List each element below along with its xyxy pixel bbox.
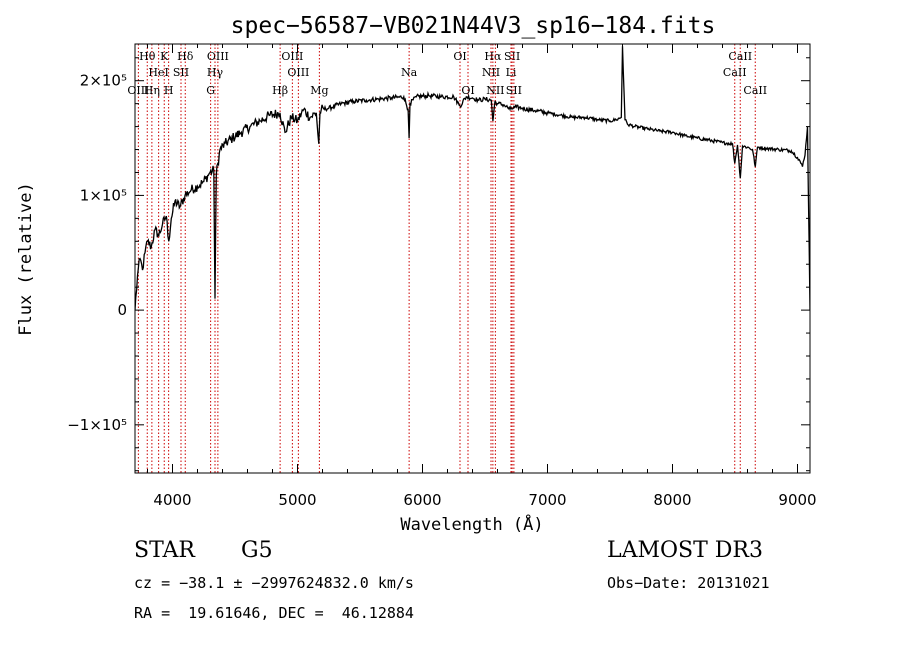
y-axis-label: Flux (relative) <box>16 182 36 336</box>
line-marker-label-7: Hδ <box>177 50 194 63</box>
x-tick-label-0: 4000 <box>153 491 191 509</box>
y-tick-label-0: −1×10⁵ <box>67 416 127 434</box>
line-marker-label-0: Hθ <box>139 50 156 63</box>
line-marker-label-21: SII <box>504 50 520 63</box>
x-tick-label-2: 6000 <box>403 491 441 509</box>
y-tick-label-3: 2×10⁵ <box>80 72 127 90</box>
redshift-line: cz = −38.1 ± −2997624832.0 km/s <box>134 574 414 592</box>
line-marker-label-3: K <box>160 50 169 63</box>
line-marker-label-9: Hγ <box>207 66 224 79</box>
line-marker-label-4: Hη <box>144 84 160 97</box>
line-marker-label-13: OIII <box>287 66 309 79</box>
line-marker-label-22: Li <box>506 66 517 79</box>
line-marker-label-25: CaII <box>723 66 747 79</box>
line-marker-label-5: H <box>164 84 174 97</box>
line-marker-label-12: OIII <box>281 50 303 63</box>
coordinates-line: RA = 19.61646, DEC = 46.12884 <box>134 604 414 622</box>
x-tick-label-4: 8000 <box>653 491 691 509</box>
x-tick-label-5: 9000 <box>778 491 816 509</box>
object-subclass: G5 <box>241 538 273 563</box>
line-marker-label-8: OIII <box>207 50 229 63</box>
line-marker-label-11: Hβ <box>272 84 288 97</box>
x-tick-label-1: 5000 <box>278 491 316 509</box>
x-axis-label: Wavelength (Å) <box>400 513 543 535</box>
y-tick-label-1: 0 <box>117 301 127 319</box>
chart-title: spec−56587−VB021N44V3_sp16−184.fits <box>231 13 716 39</box>
line-marker-label-14: Mg <box>310 84 328 97</box>
line-marker-label-2: HeI <box>148 66 168 79</box>
line-marker-label-17: OI <box>461 84 474 97</box>
line-marker-label-24: CaII <box>728 50 752 63</box>
line-marker-label-23: SII <box>506 84 522 97</box>
plot-frame <box>134 43 811 474</box>
y-tick-label-2: 1×10⁵ <box>80 186 127 204</box>
line-marker-label-26: CaII <box>743 84 767 97</box>
line-marker-label-19: NII <box>482 66 500 79</box>
object-class: STAR <box>134 538 195 563</box>
line-marker-label-18: Hα <box>484 50 502 63</box>
line-marker-label-1: OIII <box>127 84 149 97</box>
spectrum-series-line <box>135 46 810 311</box>
survey-name: LAMOST DR3 <box>607 538 763 563</box>
line-marker-label-15: Na <box>401 66 418 79</box>
line-marker-label-20: NII <box>486 84 504 97</box>
line-marker-label-16: OI <box>453 50 466 63</box>
obs-date: Obs−Date: 20131021 <box>607 574 770 592</box>
line-marker-label-10: G <box>206 84 215 97</box>
line-marker-label-6: SII <box>173 66 189 79</box>
axis-ticks: 4000 5000 6000 7000 8000 9000 −1×10⁵ 0 1×10⁵ 2×10… <box>67 44 817 509</box>
x-tick-label-3: 7000 <box>528 491 566 509</box>
